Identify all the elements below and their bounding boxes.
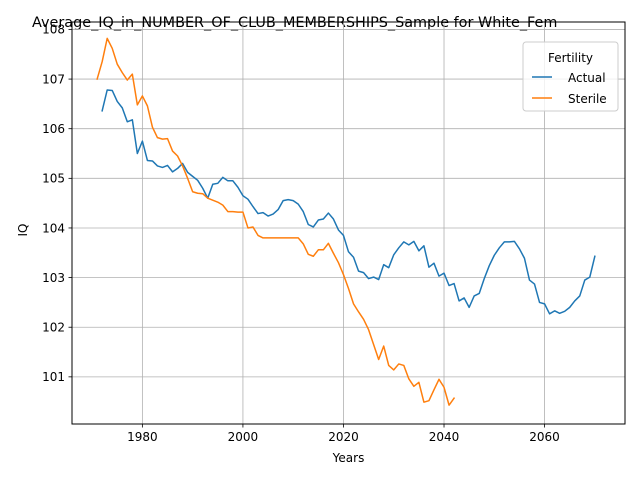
y-tick-label: 108 [42, 23, 65, 37]
series-line-actual [101, 89, 596, 315]
y-tick-label: 102 [42, 321, 65, 335]
y-tick-label: 106 [42, 122, 65, 136]
y-tick-label: 107 [42, 72, 65, 86]
x-axis: 1980 2000 2020 2040 2060 [127, 424, 560, 444]
x-tick-label: 2040 [429, 430, 460, 444]
plot-frame [71, 21, 626, 425]
x-tick-label: 2020 [328, 430, 359, 444]
x-tick-label: 1980 [127, 430, 158, 444]
x-axis-label: Years [332, 451, 365, 465]
y-tick-label: 104 [42, 221, 65, 235]
legend-label-actual: Actual [568, 71, 606, 85]
y-axis-label: IQ [16, 224, 30, 237]
x-tick-label: 2000 [228, 430, 259, 444]
chart-title: Average_IQ_in_NUMBER_OF_CLUB_MEMBERSHIPS… [32, 15, 557, 31]
legend-label-sterile: Sterile [568, 92, 607, 106]
y-tick-label: 105 [42, 172, 65, 186]
y-tick-label: 101 [42, 370, 65, 384]
legend: Fertility Actual Sterile [522, 41, 619, 112]
grid [72, 22, 625, 424]
series-line-sterile [96, 37, 456, 406]
series-layer [96, 37, 596, 406]
legend-box [522, 41, 619, 112]
y-tick-label: 103 [42, 271, 65, 285]
legend-title: Fertility [548, 51, 593, 65]
x-tick-label: 2060 [529, 430, 560, 444]
y-axis: 101 102 103 104 105 106 107 108 [42, 23, 72, 384]
